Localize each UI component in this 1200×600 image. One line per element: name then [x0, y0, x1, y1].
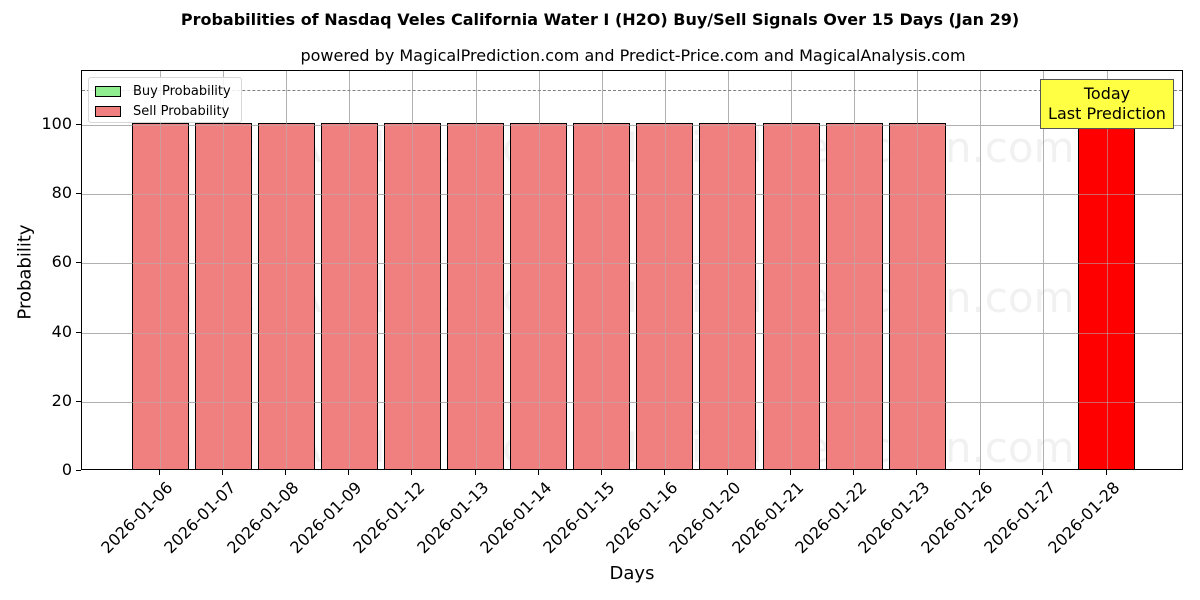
gridline-vertical-overlay: [601, 71, 603, 469]
x-tick: [853, 470, 855, 475]
y-tick: [76, 331, 81, 333]
y-axis-label: Probability: [14, 224, 36, 320]
gridline-horizontal-overlay: [82, 194, 1182, 196]
y-tick-label: 100: [41, 113, 72, 133]
y-tick: [76, 123, 81, 125]
gridline-vertical-overlay: [160, 71, 161, 469]
x-tick: [348, 470, 350, 475]
legend: Buy Probability Sell Probability: [88, 77, 242, 123]
y-tick: [76, 262, 81, 264]
legend-item-sell: Sell Probability: [95, 103, 229, 119]
x-tick: [222, 470, 224, 475]
y-tick-label: 60: [51, 252, 72, 272]
legend-swatch-buy: [95, 85, 121, 97]
gridline-vertical-overlay: [980, 71, 982, 469]
chart-title: Probabilities of Nasdaq Veles California…: [180, 10, 1020, 29]
gridline-vertical-overlay: [538, 71, 540, 469]
today-annotation: Today Last Prediction: [1040, 79, 1174, 129]
x-axis-label: Days: [609, 563, 655, 584]
legend-label-sell: Sell Probability: [133, 103, 230, 119]
gridline-vertical-overlay: [349, 71, 351, 469]
chart-subtitle: powered by MagicalPrediction.com and Pre…: [300, 46, 966, 65]
gridline-vertical-overlay: [727, 71, 729, 469]
gridline-vertical-overlay: [791, 71, 792, 469]
annotation-line-2: Last Prediction: [1048, 104, 1166, 123]
x-tick: [916, 470, 918, 475]
x-tick: [285, 470, 287, 475]
x-tick: [159, 470, 160, 475]
gridline-horizontal-overlay: [82, 401, 1182, 403]
gridline-vertical-overlay: [286, 71, 288, 469]
x-tick: [474, 470, 476, 475]
y-tick: [76, 193, 81, 195]
y-tick-label: 0: [61, 460, 72, 479]
x-tick: [1042, 470, 1044, 475]
legend-item-buy: Buy Probability: [95, 83, 231, 99]
gridline-vertical-overlay: [1106, 71, 1108, 469]
gridline-vertical-overlay: [1043, 71, 1045, 469]
gridline-vertical-overlay: [223, 71, 225, 469]
threshold-dashed-line: [82, 90, 1182, 92]
y-tick-label: 20: [51, 390, 72, 410]
x-tick: [1105, 470, 1107, 475]
y-tick-label: 40: [51, 321, 72, 341]
x-tick: [726, 470, 728, 475]
y-tick-label: 80: [51, 183, 72, 203]
gridline-horizontal-overlay: [82, 332, 1182, 334]
x-tick: [979, 470, 981, 475]
x-tick: [537, 470, 539, 475]
gridline-horizontal-overlay: [82, 263, 1182, 265]
legend-label-buy: Buy Probability: [133, 83, 231, 99]
annotation-line-1: Today: [1083, 84, 1131, 103]
y-tick: [76, 400, 81, 402]
x-tick: [411, 470, 413, 475]
x-tick: [600, 470, 602, 475]
gridline-vertical-overlay: [854, 71, 856, 469]
legend-swatch-sell: [95, 105, 121, 117]
gridline-horizontal-overlay: [82, 124, 1182, 126]
x-tick: [790, 470, 791, 475]
y-tick: [76, 470, 81, 471]
gridline-vertical-overlay: [475, 71, 477, 469]
gridline-vertical-overlay: [664, 71, 666, 469]
gridline-vertical-overlay: [412, 71, 414, 469]
x-tick: [663, 470, 665, 475]
plot-area: MagicalAnalysis.comMagicalPrediction.com…: [81, 70, 1183, 470]
gridline-vertical-overlay: [917, 71, 919, 469]
